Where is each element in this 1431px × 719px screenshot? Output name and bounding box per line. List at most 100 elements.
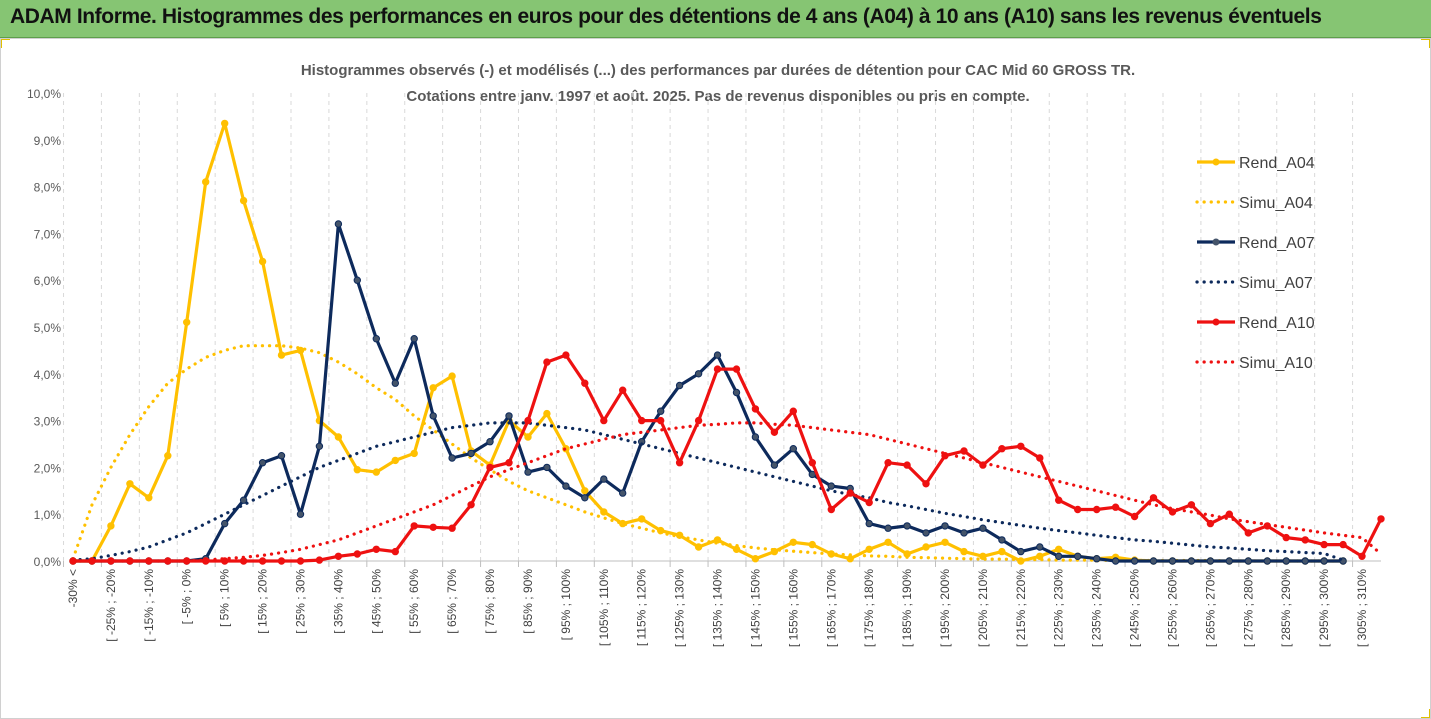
x-tick-label: [ 145% ; 150% [748, 569, 762, 647]
data-point [277, 452, 286, 460]
report-banner: ADAM Informe. Histogrammes des performan… [0, 0, 1431, 38]
data-point [713, 365, 722, 373]
data-point [1301, 557, 1309, 565]
data-point [1377, 515, 1385, 523]
data-point [922, 543, 930, 551]
data-point [334, 220, 343, 228]
data-point [467, 501, 475, 509]
data-point [1263, 557, 1272, 565]
data-point [410, 335, 418, 343]
data-point [922, 529, 930, 537]
data-point [884, 524, 892, 532]
legend-label: Rend_A04 [1239, 155, 1315, 172]
data-point [372, 335, 380, 343]
x-tick-label: [ -5% ; 0% [180, 569, 194, 625]
data-point [770, 428, 779, 436]
data-point [827, 505, 835, 514]
x-tick-label: [ 175% ; 180% [862, 569, 876, 647]
data-point [1225, 557, 1234, 565]
data-point [1187, 557, 1196, 565]
x-tick-label: [ -15% ; -10% [142, 569, 156, 642]
data-point [372, 468, 380, 476]
data-point [543, 463, 551, 472]
data-point [865, 545, 873, 553]
data-point [732, 388, 741, 397]
x-tick-label: [ 195% ; 200% [938, 569, 952, 647]
data-point [524, 468, 532, 476]
x-tick-label: [ 35% ; 40% [331, 569, 345, 634]
data-point [505, 459, 513, 467]
legend-label: Simu_A04 [1239, 195, 1313, 212]
x-tick-label: [ 85% ; 90% [521, 569, 535, 634]
data-point [486, 463, 494, 472]
data-point [1206, 519, 1215, 528]
data-point [732, 365, 741, 373]
data-point [524, 416, 532, 425]
data-point [1093, 505, 1101, 514]
data-point [789, 407, 797, 415]
chart-area: Histogrammes observés (-) et modélisés (… [0, 38, 1431, 719]
legend-label: Rend_A07 [1239, 235, 1315, 252]
data-point [1074, 505, 1082, 514]
data-point [221, 519, 229, 528]
data-point [448, 372, 456, 380]
x-tick-label: [ 265% ; 270% [1203, 569, 1217, 647]
x-tick-label: [ 255% ; 260% [1165, 569, 1179, 647]
data-point [865, 498, 873, 507]
data-point [581, 379, 589, 387]
data-point [1093, 555, 1101, 563]
y-tick-label: 7,0% [34, 227, 62, 241]
data-point [1017, 442, 1025, 450]
data-point [694, 370, 703, 378]
data-point [1339, 540, 1347, 549]
data-point [751, 555, 760, 563]
x-tick-label: [ 165% ; 170% [824, 569, 838, 647]
data-point [960, 447, 968, 455]
y-tick-label: 0,0% [34, 555, 62, 569]
data-point [429, 384, 437, 392]
data-point [600, 508, 608, 516]
y-tick-label: 1,0% [34, 508, 62, 522]
data-point [258, 459, 267, 467]
data-point [277, 557, 286, 565]
data-point [713, 351, 722, 359]
x-tick-label: [ 215% ; 220% [1014, 569, 1028, 647]
series-line-rend-a10 [73, 353, 1383, 563]
data-point [789, 445, 797, 453]
data-point [884, 459, 892, 467]
data-point [1206, 557, 1215, 565]
data-point [277, 351, 286, 359]
data-point [979, 524, 987, 532]
data-point [1017, 547, 1025, 556]
data-point [1168, 508, 1177, 516]
chart-title: Histogrammes observés (-) et modélisés (… [301, 62, 1135, 79]
x-axis: -30% < [ -25% ; -20% [ -15% ; -10% [ -5% ; … [63, 560, 1381, 647]
series-line-simu-a10 [71, 421, 1383, 563]
legend: Rend_A04 Simu_A04 Rend_A07 Simu_A07 Rend_A10… [1195, 155, 1315, 372]
data-point [505, 412, 513, 420]
data-point [1055, 552, 1063, 560]
data-point [107, 522, 115, 530]
y-tick-label: 2,0% [34, 461, 62, 475]
x-tick-label: [ 5% ; 10% [218, 569, 232, 627]
data-point [202, 178, 210, 186]
data-point [221, 119, 229, 128]
plot-series [69, 119, 1385, 565]
data-point [600, 416, 608, 425]
data-point [922, 480, 930, 488]
data-point [448, 454, 456, 462]
data-point [334, 433, 343, 441]
legend-marker [1212, 318, 1220, 326]
data-point [353, 466, 361, 474]
handle-top-left[interactable] [0, 38, 10, 48]
data-point [1036, 552, 1044, 560]
legend-marker [1212, 238, 1220, 246]
data-point [638, 515, 646, 523]
x-tick-label: [ 245% ; 250% [1128, 569, 1142, 647]
x-tick-label: [ 205% ; 210% [976, 569, 990, 647]
data-point [1320, 557, 1328, 565]
data-point [429, 523, 437, 531]
data-point [1301, 536, 1309, 544]
data-point [145, 494, 153, 502]
x-tick-label: [ 135% ; 140% [711, 569, 725, 647]
